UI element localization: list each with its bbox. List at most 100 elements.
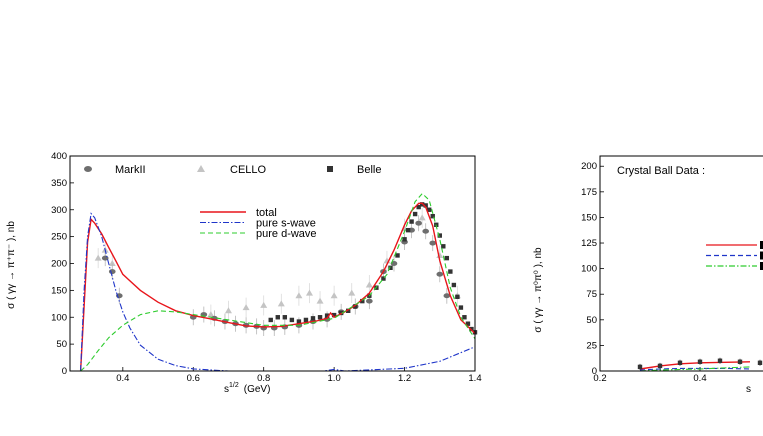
- series-line-curve-1: [639, 361, 751, 370]
- y-tick-label: 400: [51, 151, 67, 162]
- belle-point: [409, 219, 414, 224]
- y-tick-label: 200: [51, 259, 67, 270]
- left-chart: 0 50 100 150 200 250 300 350 400 0.4 0.6 0.8 1.0 1.2…: [6, 151, 482, 395]
- right-y-axis-title: σ ( γγ → π⁰π⁰ ), nb: [533, 247, 544, 333]
- belle-point: [296, 319, 302, 324]
- right-legend-label-fragment: [760, 251, 763, 260]
- series-line-total: [79, 202, 476, 372]
- cello-point: [260, 301, 268, 308]
- markii-point: [108, 269, 116, 275]
- right-curves: [639, 361, 751, 372]
- belle-point: [268, 317, 273, 323]
- cello-point: [207, 311, 215, 318]
- crystal-ball-point: [657, 363, 663, 369]
- x-tick-label: 0.8: [257, 373, 270, 384]
- x-tick-label: 0.4: [116, 373, 129, 384]
- y-tick-label: 125: [581, 238, 597, 249]
- belle-point: [395, 253, 400, 258]
- belle-point: [353, 304, 358, 309]
- y-tick-label: 100: [51, 312, 67, 323]
- y-tick-label: 350: [51, 178, 67, 189]
- markii-legend-marker: [84, 166, 92, 172]
- cello-point: [305, 289, 313, 296]
- belle-point: [275, 315, 280, 320]
- y-tick-label: 100: [581, 264, 597, 275]
- x-tick-label: 1.2: [398, 373, 411, 384]
- belle-point: [423, 203, 428, 208]
- left-x-axis-title: s1/2 (GeV): [224, 382, 270, 395]
- curve-legend-label: pure s-wave: [256, 218, 316, 230]
- series-line-pure-d-wave: [80, 192, 476, 372]
- belle-point: [427, 207, 432, 212]
- cello-point: [330, 292, 338, 299]
- belle-point: [317, 315, 323, 320]
- belle-point: [289, 317, 295, 323]
- cello-point: [348, 289, 356, 296]
- belle-point: [458, 305, 464, 310]
- right-legend-label-fragment: [760, 262, 763, 270]
- cello-point: [295, 292, 303, 299]
- belle-point: [282, 315, 288, 320]
- y-tick-label: 50: [586, 315, 597, 326]
- belle-point: [324, 313, 330, 318]
- x-tick-label: 1.4: [468, 373, 481, 384]
- crystal-ball-point: [717, 358, 723, 363]
- left-plot-frame: [69, 155, 476, 372]
- markii-point: [422, 228, 429, 234]
- crystal-ball-point: [637, 364, 643, 370]
- belle-point: [416, 204, 421, 210]
- belle-point: [441, 244, 446, 249]
- belle-point: [331, 312, 337, 318]
- right-y-ticks: 0 25 50 75 100 125 150 175 200: [581, 161, 604, 377]
- series-line-curve-3: [639, 366, 751, 372]
- belle-point: [360, 298, 365, 304]
- y-tick-label: 25: [586, 340, 597, 351]
- right-legend-label-fragment: [760, 241, 763, 249]
- y-tick-label: 200: [581, 161, 597, 172]
- cello-point: [277, 300, 285, 307]
- cello-point: [224, 307, 232, 314]
- right-plot-frame: [599, 155, 763, 372]
- markii-point: [436, 271, 444, 277]
- belle-point: [437, 233, 442, 238]
- markii-point: [429, 240, 437, 246]
- crystal-ball-point: [677, 360, 683, 366]
- curve-legend-label: total: [256, 207, 277, 219]
- y-tick-label: 0: [62, 366, 67, 377]
- curve-legend-label: pure d-wave: [256, 228, 317, 240]
- belle-legend-marker: [327, 166, 333, 172]
- right-chart-title: Crystal Ball Data :: [617, 165, 705, 177]
- x-tick-label: 0.2: [593, 373, 606, 384]
- cello-point: [418, 214, 426, 221]
- markii-point: [443, 293, 451, 299]
- left-x-ticks: 0.4 0.6 0.8 1.0 1.2 1.4: [116, 367, 482, 384]
- y-tick-label: 0: [592, 366, 597, 377]
- belle-point: [405, 227, 411, 233]
- belle-point: [448, 269, 453, 274]
- belle-point: [444, 255, 450, 261]
- y-tick-label: 175: [581, 187, 597, 198]
- cello-point: [94, 254, 102, 261]
- belle-point: [310, 316, 316, 321]
- markii-point: [366, 298, 373, 304]
- series-line-curve-2: [639, 367, 751, 371]
- y-tick-label: 250: [51, 232, 67, 243]
- x-tick-label: 1.0: [328, 373, 341, 384]
- y-tick-label: 75: [586, 289, 597, 300]
- belle-point: [412, 211, 418, 217]
- belle-point: [462, 315, 467, 320]
- y-tick-label: 300: [51, 205, 67, 216]
- y-tick-label: 150: [581, 212, 597, 223]
- data-legend-label: CELLO: [230, 164, 267, 176]
- cello-point: [365, 281, 373, 288]
- belle-point: [381, 276, 386, 281]
- belle-point: [402, 237, 407, 242]
- belle-point: [451, 282, 457, 288]
- belle-point: [455, 294, 460, 300]
- cello-point: [242, 304, 250, 311]
- markii-point: [415, 220, 422, 226]
- belle-point: [430, 214, 435, 219]
